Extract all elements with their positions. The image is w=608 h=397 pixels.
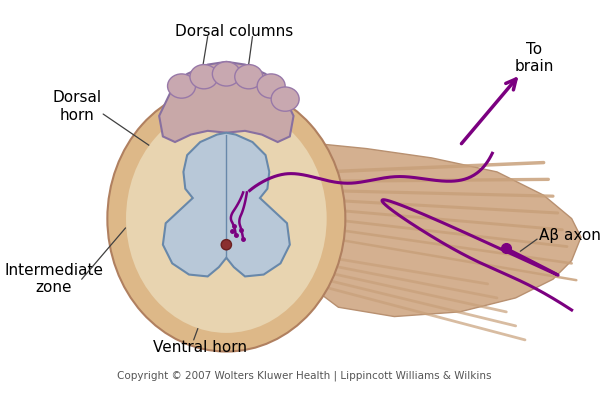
Text: Intermediate
zone: Intermediate zone [4,263,103,295]
Ellipse shape [126,104,326,333]
Polygon shape [320,144,581,316]
Ellipse shape [271,87,299,111]
Text: Dorsal
horn: Dorsal horn [52,91,102,123]
Text: Copyright © 2007 Wolters Kluwer Health | Lippincott Williams & Wilkins: Copyright © 2007 Wolters Kluwer Health |… [117,370,492,381]
Text: Ventral horn: Ventral horn [153,340,247,355]
Polygon shape [163,133,290,276]
Text: Dorsal columns: Dorsal columns [174,25,293,39]
Ellipse shape [168,74,196,98]
Ellipse shape [257,74,285,98]
Text: To
brain: To brain [514,42,554,74]
Ellipse shape [108,86,345,352]
Ellipse shape [235,65,263,89]
Ellipse shape [221,239,232,250]
Ellipse shape [190,65,218,89]
Polygon shape [159,62,294,142]
Ellipse shape [212,62,240,86]
Text: Aβ axon: Aβ axon [539,228,601,243]
